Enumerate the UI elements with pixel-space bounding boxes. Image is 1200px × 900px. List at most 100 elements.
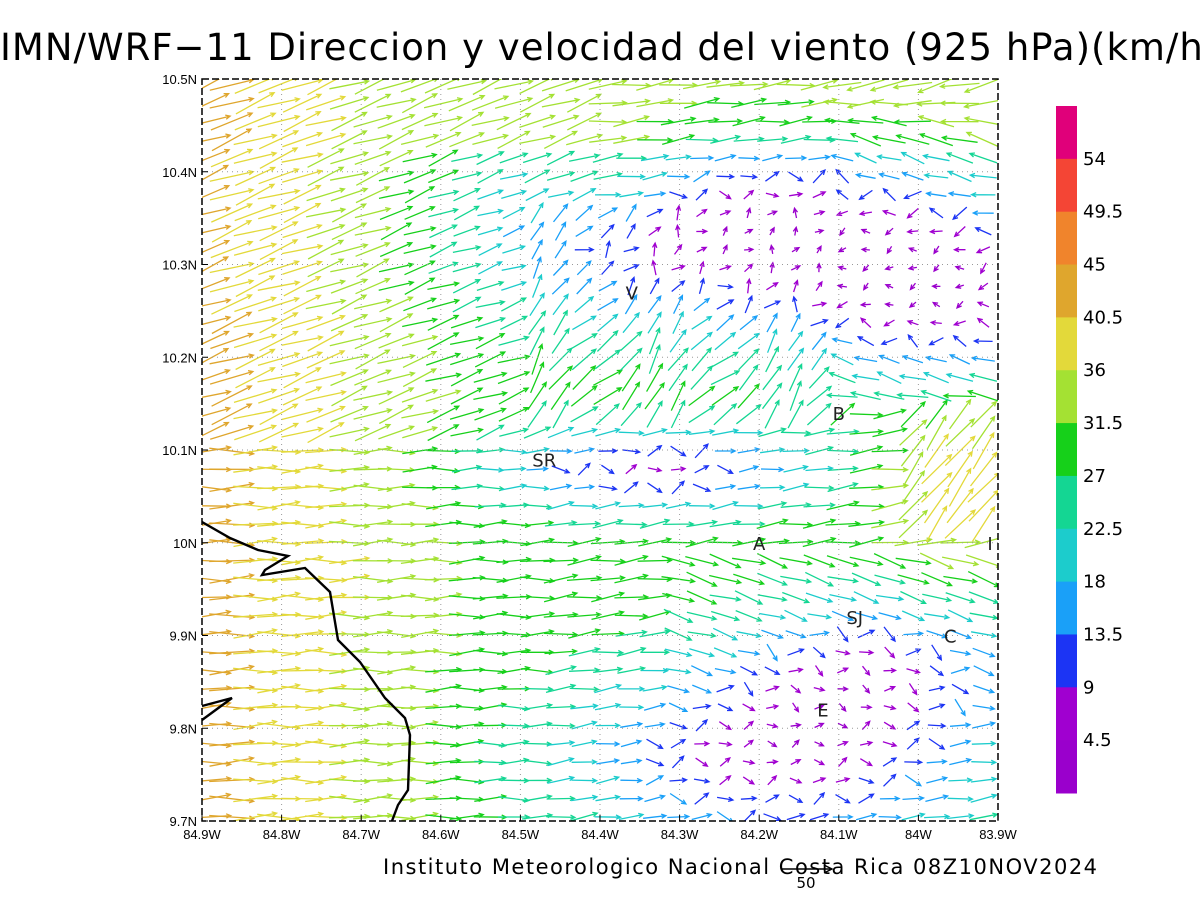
wind-vector xyxy=(623,246,640,253)
wind-vector xyxy=(233,811,279,821)
wind-vector xyxy=(642,428,668,437)
wind-vector xyxy=(259,403,299,426)
wind-vector xyxy=(744,294,753,314)
wind-vector xyxy=(329,738,371,748)
wind-vector xyxy=(258,387,301,404)
wind-vector xyxy=(329,555,371,565)
wind-vector xyxy=(883,319,895,327)
wind-vector xyxy=(501,280,528,291)
wind-vector xyxy=(453,205,481,221)
wind-vector xyxy=(669,721,688,730)
wind-vector xyxy=(612,98,652,107)
wind-vector xyxy=(257,352,301,367)
wind-vector xyxy=(478,243,503,256)
wind-vector xyxy=(921,453,953,485)
wind-vector xyxy=(871,467,910,473)
wind-vector xyxy=(925,399,949,429)
wind-vector xyxy=(788,667,804,673)
wind-vector xyxy=(687,631,717,639)
wind-vector xyxy=(376,630,417,639)
wind-vector xyxy=(949,757,973,766)
wind-vector xyxy=(257,114,301,128)
wind-vector xyxy=(884,265,894,271)
wind-vector xyxy=(760,466,785,473)
wind-vector xyxy=(743,189,755,200)
wind-vector xyxy=(449,738,485,748)
wind-vector xyxy=(759,484,786,491)
wind-vector xyxy=(354,369,393,386)
wind-vector xyxy=(649,277,660,295)
wind-vector xyxy=(425,757,462,765)
page-title: IMN/WRF−11 Direccion y velocidad del vie… xyxy=(0,26,1200,69)
wind-vector xyxy=(400,537,440,547)
wind-vector xyxy=(258,422,300,443)
colorbar-segment xyxy=(1056,634,1077,688)
wind-vector xyxy=(552,399,569,429)
wind-vector xyxy=(636,79,675,91)
wind-vector xyxy=(452,245,482,254)
wind-vector xyxy=(403,169,437,184)
wind-vector xyxy=(202,133,232,142)
wind-vector xyxy=(882,757,898,767)
wind-vector xyxy=(859,649,875,656)
wind-vector xyxy=(968,172,997,179)
wind-vector xyxy=(904,759,924,765)
wind-vector xyxy=(675,204,682,221)
wind-vector xyxy=(688,428,716,435)
wind-vector xyxy=(429,224,458,239)
wind-vector xyxy=(967,472,998,503)
wind-vector xyxy=(595,722,622,729)
wind-vector xyxy=(282,93,323,113)
wind-vector xyxy=(209,353,255,365)
wind-vector xyxy=(972,704,996,711)
wind-vector xyxy=(810,318,829,327)
wind-vector xyxy=(970,400,998,428)
wind-vector xyxy=(619,347,643,371)
wind-vector xyxy=(202,792,232,801)
wind-vector xyxy=(234,424,278,441)
wind-vector xyxy=(209,96,255,109)
wind-vector xyxy=(814,741,825,747)
wind-vector xyxy=(202,330,230,345)
wind-vector xyxy=(644,794,666,803)
wind-vector xyxy=(281,335,324,346)
wind-vector xyxy=(835,168,850,184)
wind-vector xyxy=(952,247,966,253)
wind-vector xyxy=(566,133,604,146)
wind-vector xyxy=(452,279,482,294)
wind-vector xyxy=(880,337,898,346)
wind-vector xyxy=(939,100,980,106)
wind-vector xyxy=(838,703,847,713)
wind-vector xyxy=(882,187,896,202)
wind-vector xyxy=(546,795,576,802)
wind-vector xyxy=(849,445,884,456)
wind-vector xyxy=(963,79,998,94)
wind-vector xyxy=(570,703,599,710)
wind-vector xyxy=(304,577,348,583)
wind-vector xyxy=(595,794,622,802)
wind-vector xyxy=(732,557,767,566)
wind-vector xyxy=(929,665,945,677)
wind-vector xyxy=(402,152,438,163)
wind-vector xyxy=(884,301,894,308)
wind-vector xyxy=(447,79,488,90)
wind-vector xyxy=(472,133,510,146)
wind-vector xyxy=(476,424,505,441)
wind-vector xyxy=(970,631,998,639)
wind-vector xyxy=(906,720,921,731)
wind-vector xyxy=(962,99,998,109)
wind-vector xyxy=(450,353,485,366)
wind-vector xyxy=(233,388,278,404)
wind-vector xyxy=(967,571,998,588)
wind-vector xyxy=(452,262,482,273)
wind-vector xyxy=(871,447,909,454)
wind-vector xyxy=(379,296,414,313)
wind-vector xyxy=(923,487,950,524)
wind-vector xyxy=(692,703,712,710)
wind-vector xyxy=(917,115,955,128)
wind-vector xyxy=(861,665,871,677)
wind-vector xyxy=(785,155,808,161)
wind-vector xyxy=(624,293,638,315)
wind-vector xyxy=(234,296,278,313)
wind-vector xyxy=(906,737,920,750)
